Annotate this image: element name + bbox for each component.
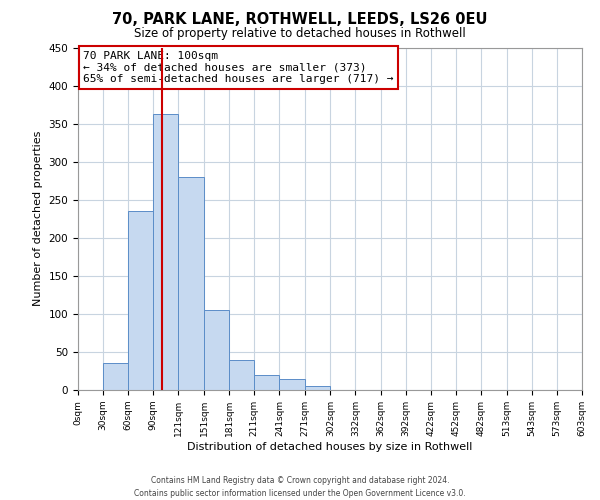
Bar [103,364,128,390]
Text: 70, PARK LANE, ROTHWELL, LEEDS, LS26 0EU: 70, PARK LANE, ROTHWELL, LEEDS, LS26 0EU [112,12,488,28]
Text: Contains HM Land Registry data © Crown copyright and database right 2024.
Contai: Contains HM Land Registry data © Crown c… [134,476,466,498]
Bar [128,211,153,390]
Text: Size of property relative to detached houses in Rothwell: Size of property relative to detached ho… [134,28,466,40]
Bar [280,378,305,390]
X-axis label: Distribution of detached houses by size in Rothwell: Distribution of detached houses by size … [187,442,473,452]
Text: 70 PARK LANE: 100sqm
← 34% of detached houses are smaller (373)
65% of semi-deta: 70 PARK LANE: 100sqm ← 34% of detached h… [83,51,394,84]
Bar [229,360,254,390]
Bar [254,375,280,390]
Y-axis label: Number of detached properties: Number of detached properties [33,131,43,306]
Bar [305,386,331,390]
Bar [153,114,178,390]
Bar [178,177,204,390]
Bar [204,310,229,390]
